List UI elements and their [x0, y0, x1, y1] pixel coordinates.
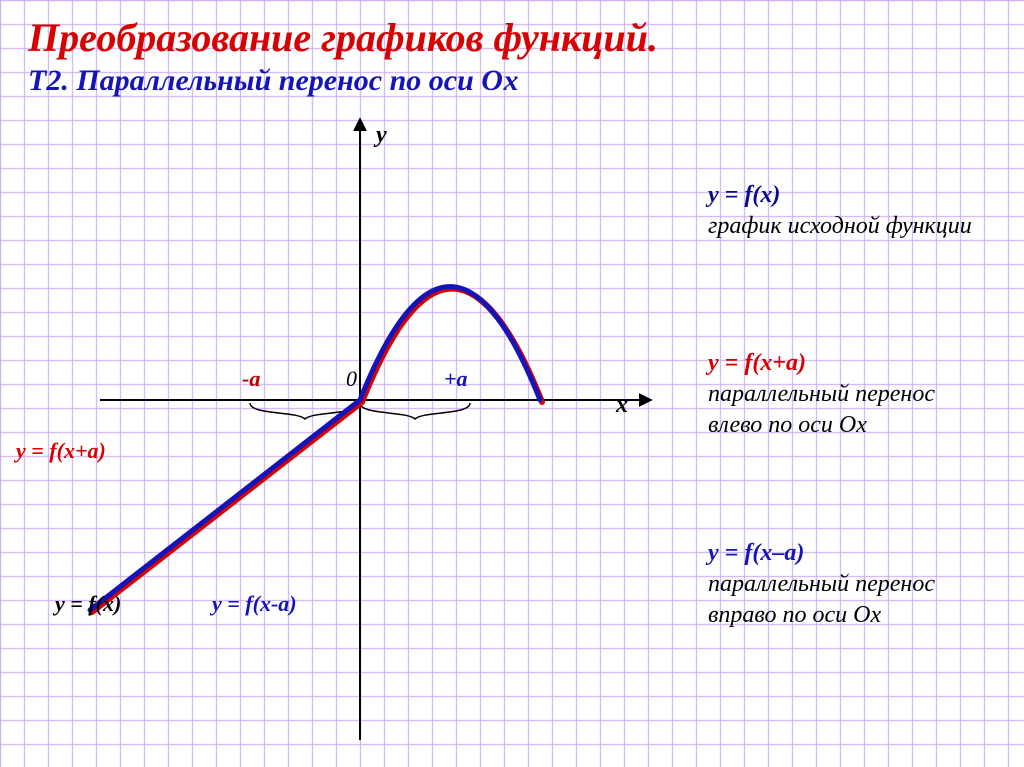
legend-shift-right-body: параллельный перенос вправо по оси Ох [708, 569, 988, 631]
x-axis-label: x [616, 392, 628, 419]
positive-a-label: +a [444, 366, 468, 392]
legend-shift-left-head: y = f(x+a) [708, 348, 988, 379]
legend-shift-right-head: y = f(x–a) [708, 538, 988, 569]
curve-label-fx-minus-a: y = f(x-a) [212, 591, 297, 617]
legend-original-body: график исходной функции [708, 211, 972, 242]
curve-label-fx: y = f(x) [55, 591, 121, 617]
legend-original-head: y = f(x) [708, 180, 972, 211]
page-title: Преобразование графиков функций. [28, 14, 658, 61]
legend-original: y = f(x) график исходной функции [708, 180, 972, 242]
curve-label-fx-plus-a: y = f(x+a) [16, 438, 106, 464]
legend-shift-left: y = f(x+a) параллельный перенос влево по… [708, 348, 988, 442]
negative-a-label: -a [242, 366, 260, 392]
legend-shift-right: y = f(x–a) параллельный перенос вправо п… [708, 538, 988, 632]
y-axis-label: y [376, 122, 387, 149]
page-subtitle: Т2. Параллельный перенос по оси Ох [28, 64, 519, 98]
legend-shift-left-body: параллельный перенос влево по оси Ох [708, 379, 988, 441]
origin-label: 0 [346, 366, 357, 392]
